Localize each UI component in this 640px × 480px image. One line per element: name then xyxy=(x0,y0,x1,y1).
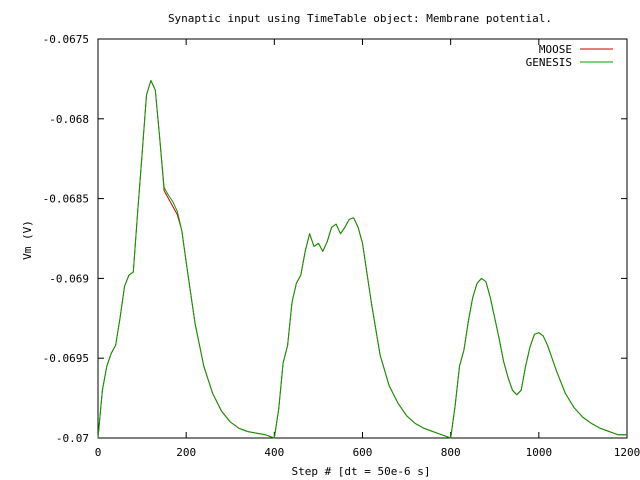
y-axis-label: Vm (V) xyxy=(21,220,34,260)
legend-label-genesis: GENESIS xyxy=(526,56,572,69)
y-tick-label: -0.0675 xyxy=(43,33,89,46)
y-tick-label: -0.069 xyxy=(49,272,89,285)
y-tick-label: -0.068 xyxy=(49,113,89,126)
legend-label-moose: MOOSE xyxy=(539,43,572,56)
series-line-genesis xyxy=(97,80,627,439)
x-axis: 0 200 400 600 800 1000 1200 xyxy=(95,39,640,459)
legend: MOOSE GENESIS xyxy=(526,43,613,69)
y-tick-label: -0.0695 xyxy=(43,352,89,365)
chart-title: Synaptic input using TimeTable object: M… xyxy=(168,12,552,25)
x-tick-label: 800 xyxy=(441,446,461,459)
x-tick-label: 1200 xyxy=(614,446,640,459)
y-tick-label: -0.07 xyxy=(56,432,89,445)
x-tick-label: 1000 xyxy=(526,446,553,459)
x-axis-label: Step # [dt = 50e-6 s] xyxy=(291,465,430,478)
y-tick-label: -0.0685 xyxy=(43,193,89,206)
x-tick-label: 0 xyxy=(95,446,102,459)
series-layer xyxy=(97,80,627,439)
x-tick-label: 600 xyxy=(353,446,373,459)
y-axis: -0.07 -0.0695 -0.069 -0.0685 -0.068 -0.0675 xyxy=(43,33,627,445)
x-tick-label: 200 xyxy=(176,446,196,459)
x-tick-label: 400 xyxy=(264,446,284,459)
